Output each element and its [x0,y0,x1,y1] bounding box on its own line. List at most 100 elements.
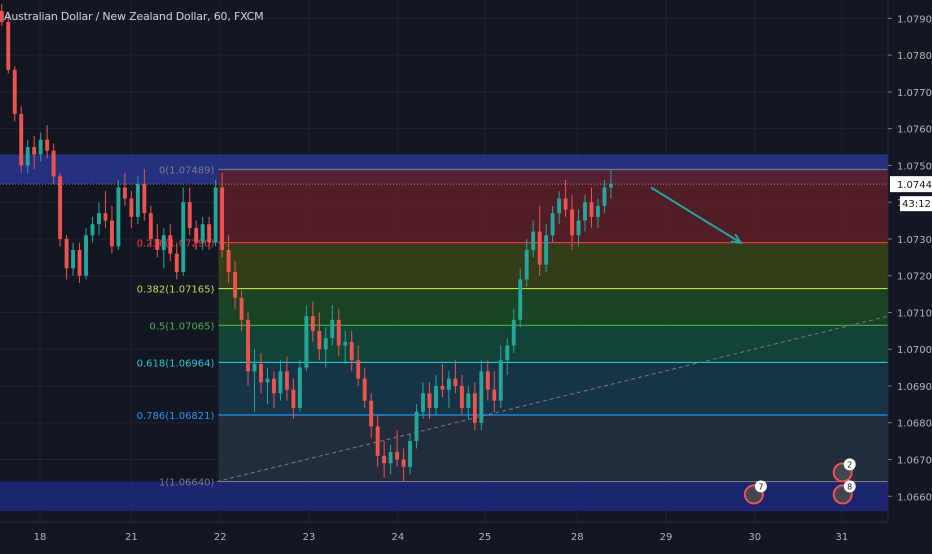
candle [583,194,587,232]
candle-body [259,363,263,383]
candle [537,205,542,276]
candle [518,268,523,328]
candle-body [349,341,354,361]
candle [446,371,451,409]
candle-body [563,198,568,210]
time-tick-label: 30 [748,532,761,543]
candle [32,136,37,170]
candle [589,187,594,228]
candle [382,441,387,478]
candle [511,308,516,353]
candle-body [122,187,127,199]
time-axis-background [0,522,932,550]
fib-zone-fill [218,288,888,326]
time-tick-label: 25 [478,532,491,543]
event-marker-count: 2 [847,460,852,469]
candle [472,382,477,431]
candle [563,180,568,217]
candle [58,172,63,247]
fib-level-label: 1(1.06640) [159,478,215,489]
candle [233,261,238,309]
candle-body [6,22,11,70]
candle [19,106,24,173]
price-tick-label: 1.07700 [897,88,932,99]
candle-body [434,385,438,409]
event-marker: 8 [832,480,856,505]
candle-body [511,319,516,346]
price-tick-label: 1.07800 [897,51,932,62]
candle-body [550,213,555,236]
candle-body [207,224,212,243]
candle-body [414,411,419,442]
price-tick-label: 1.07100 [897,308,932,319]
candle [395,430,400,467]
candle [25,139,30,173]
candle [336,308,341,357]
candle [427,382,432,420]
candle [187,187,192,236]
candle [194,220,199,250]
price-tick-label: 1.06900 [897,382,932,393]
candle-body [155,238,160,250]
candle [246,312,250,386]
fib-level-label: 0.5(1.07065) [149,321,214,332]
candle-body [71,249,76,269]
arrow-shaft [650,186,742,244]
candle-body [304,316,309,368]
candle-body [362,378,367,401]
price-tick-label: 1.06700 [897,456,932,467]
candle-body [135,183,140,217]
candle-body [446,378,451,390]
candle [453,360,458,394]
candle [401,448,406,482]
candle [77,242,82,284]
candle-body [576,220,581,236]
time-tick-label: 22 [214,532,227,543]
candle-body [395,452,400,460]
candle-body [537,231,542,265]
candle-body [375,426,380,456]
candle [492,371,497,412]
candle-body [25,147,30,166]
candle [239,290,244,331]
time-tick-label: 23 [303,532,316,543]
candle [0,3,4,26]
candle [84,227,88,280]
candle [51,143,56,184]
candle-body [505,345,510,361]
candle [161,227,166,269]
candle [181,187,186,276]
candle [142,169,147,221]
candle [421,382,425,420]
candle-body [421,393,425,412]
candle-body [459,385,464,409]
price-axis-background [888,0,932,550]
candle [252,349,257,412]
candle [122,172,127,206]
candle-body [608,183,613,188]
candle-body [252,363,257,372]
candle [317,312,322,361]
candle-body [181,202,186,273]
candle-body [19,113,24,166]
candle-body [583,202,587,221]
candle-body [453,378,458,386]
candle [388,444,393,475]
candle [213,180,218,247]
candle [265,367,270,405]
candle-body [492,389,497,401]
candle [135,176,140,225]
candle-body [356,360,361,379]
candle [596,198,600,228]
candle-body [524,249,529,280]
candle [485,360,490,401]
candle-body [602,187,607,206]
candle [38,132,43,162]
candle-body [466,393,471,409]
candle [12,66,17,122]
candle-body [12,69,17,114]
candle [310,301,315,342]
candle [71,242,76,276]
